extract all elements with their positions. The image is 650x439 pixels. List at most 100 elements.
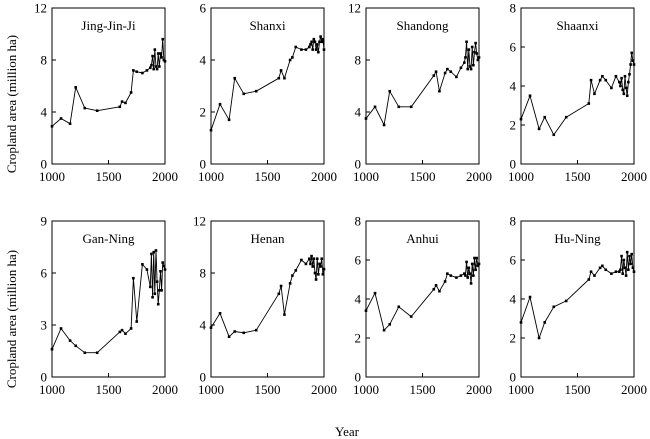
data-point xyxy=(124,101,127,105)
data-point xyxy=(627,268,630,272)
x-tick-label: 1000 xyxy=(39,382,65,397)
data-point xyxy=(632,270,636,273)
data-point xyxy=(630,51,634,55)
x-tick-label: 1000 xyxy=(508,382,534,397)
data-point xyxy=(624,86,628,90)
data-point xyxy=(151,54,154,58)
data-point xyxy=(473,50,476,54)
data-point xyxy=(434,70,438,73)
data-point xyxy=(432,287,436,291)
y-tick-label: 12 xyxy=(348,1,361,16)
data-point xyxy=(446,67,449,71)
data-point xyxy=(628,254,631,258)
data-point xyxy=(629,262,632,266)
data-point xyxy=(288,282,292,285)
data-point xyxy=(132,69,135,72)
data-point xyxy=(476,58,480,62)
data-point xyxy=(145,69,149,72)
data-point xyxy=(141,263,144,266)
data-point xyxy=(83,351,87,355)
data-point xyxy=(614,270,618,273)
panel-title: Gan-Ning xyxy=(83,231,135,246)
y-tick-label: 4 xyxy=(41,105,48,120)
data-point xyxy=(74,344,78,348)
data-point xyxy=(388,323,392,326)
data-point xyxy=(322,48,326,51)
data-point xyxy=(477,56,481,59)
panel-title: Shanxi xyxy=(249,18,286,33)
data-point xyxy=(619,268,622,272)
y-axis-title-bottom: Cropland area (million ha) xyxy=(4,250,19,388)
data-point xyxy=(364,309,368,312)
data-point xyxy=(463,61,466,64)
x-tick-label: 1500 xyxy=(565,382,591,397)
data-point xyxy=(95,351,99,355)
data-point xyxy=(388,89,392,93)
y-tick-label: 3 xyxy=(41,318,48,333)
data-point xyxy=(312,37,316,41)
series-line-anhui xyxy=(365,257,480,331)
data-point xyxy=(620,254,623,258)
data-point xyxy=(477,262,481,266)
data-point xyxy=(135,320,139,323)
panel-title: Shandong xyxy=(397,18,450,33)
data-point xyxy=(622,92,626,96)
y-tick-label: 8 xyxy=(355,53,362,68)
data-point xyxy=(449,70,453,73)
data-point xyxy=(468,272,472,275)
data-point xyxy=(233,76,237,80)
data-point xyxy=(373,105,377,109)
data-point xyxy=(277,292,281,296)
data-point xyxy=(587,278,591,281)
data-point xyxy=(95,109,99,112)
data-point xyxy=(154,249,158,252)
data-point xyxy=(149,285,152,289)
data-point xyxy=(466,276,469,279)
data-point xyxy=(519,117,523,121)
data-point xyxy=(537,336,541,340)
panel-shaanxi: 0 2 4 6 8 1000 1500 2000 Shaanxi xyxy=(508,1,647,185)
data-point xyxy=(463,272,466,275)
y-tick-label: 4 xyxy=(200,318,207,333)
data-point xyxy=(74,86,78,89)
y-tick-label: 12 xyxy=(193,214,206,229)
data-point xyxy=(153,292,157,296)
data-point xyxy=(118,330,122,334)
data-point xyxy=(312,257,316,260)
data-point xyxy=(304,262,308,266)
data-point xyxy=(218,102,222,106)
x-tick-label: 2000 xyxy=(621,382,647,397)
data-point xyxy=(319,265,322,268)
data-point xyxy=(459,66,463,70)
data-point xyxy=(310,40,313,44)
data-point xyxy=(294,269,298,272)
data-point xyxy=(68,339,72,342)
x-tick-label: 1000 xyxy=(353,382,379,397)
y-axis-title-top: Cropland area (million ha) xyxy=(4,35,19,173)
panel-title: Jing-Jin-Ji xyxy=(81,18,136,33)
data-point xyxy=(409,315,413,318)
x-tick-label: 1500 xyxy=(255,169,281,184)
data-point xyxy=(158,289,161,292)
x-tick-label: 1000 xyxy=(39,169,65,184)
data-point xyxy=(129,327,133,330)
data-point xyxy=(154,65,158,68)
data-point xyxy=(163,60,167,63)
y-tick-label: 0 xyxy=(200,370,207,385)
data-point xyxy=(50,347,54,351)
data-point xyxy=(621,88,624,92)
data-point xyxy=(304,48,308,51)
x-tick-label: 1000 xyxy=(198,169,224,184)
x-tick-label: 2000 xyxy=(466,382,492,397)
data-point xyxy=(464,274,467,277)
data-point xyxy=(242,92,246,96)
data-point xyxy=(564,299,568,303)
data-point xyxy=(464,56,467,59)
x-tick-label: 1500 xyxy=(565,169,591,184)
data-point xyxy=(438,289,441,293)
data-point xyxy=(311,265,314,268)
data-point xyxy=(475,256,479,260)
panel-anhui: 0 2 4 6 8 1000 1500 2000 Anhui xyxy=(353,214,492,398)
data-point xyxy=(161,37,165,41)
data-point xyxy=(309,43,312,46)
